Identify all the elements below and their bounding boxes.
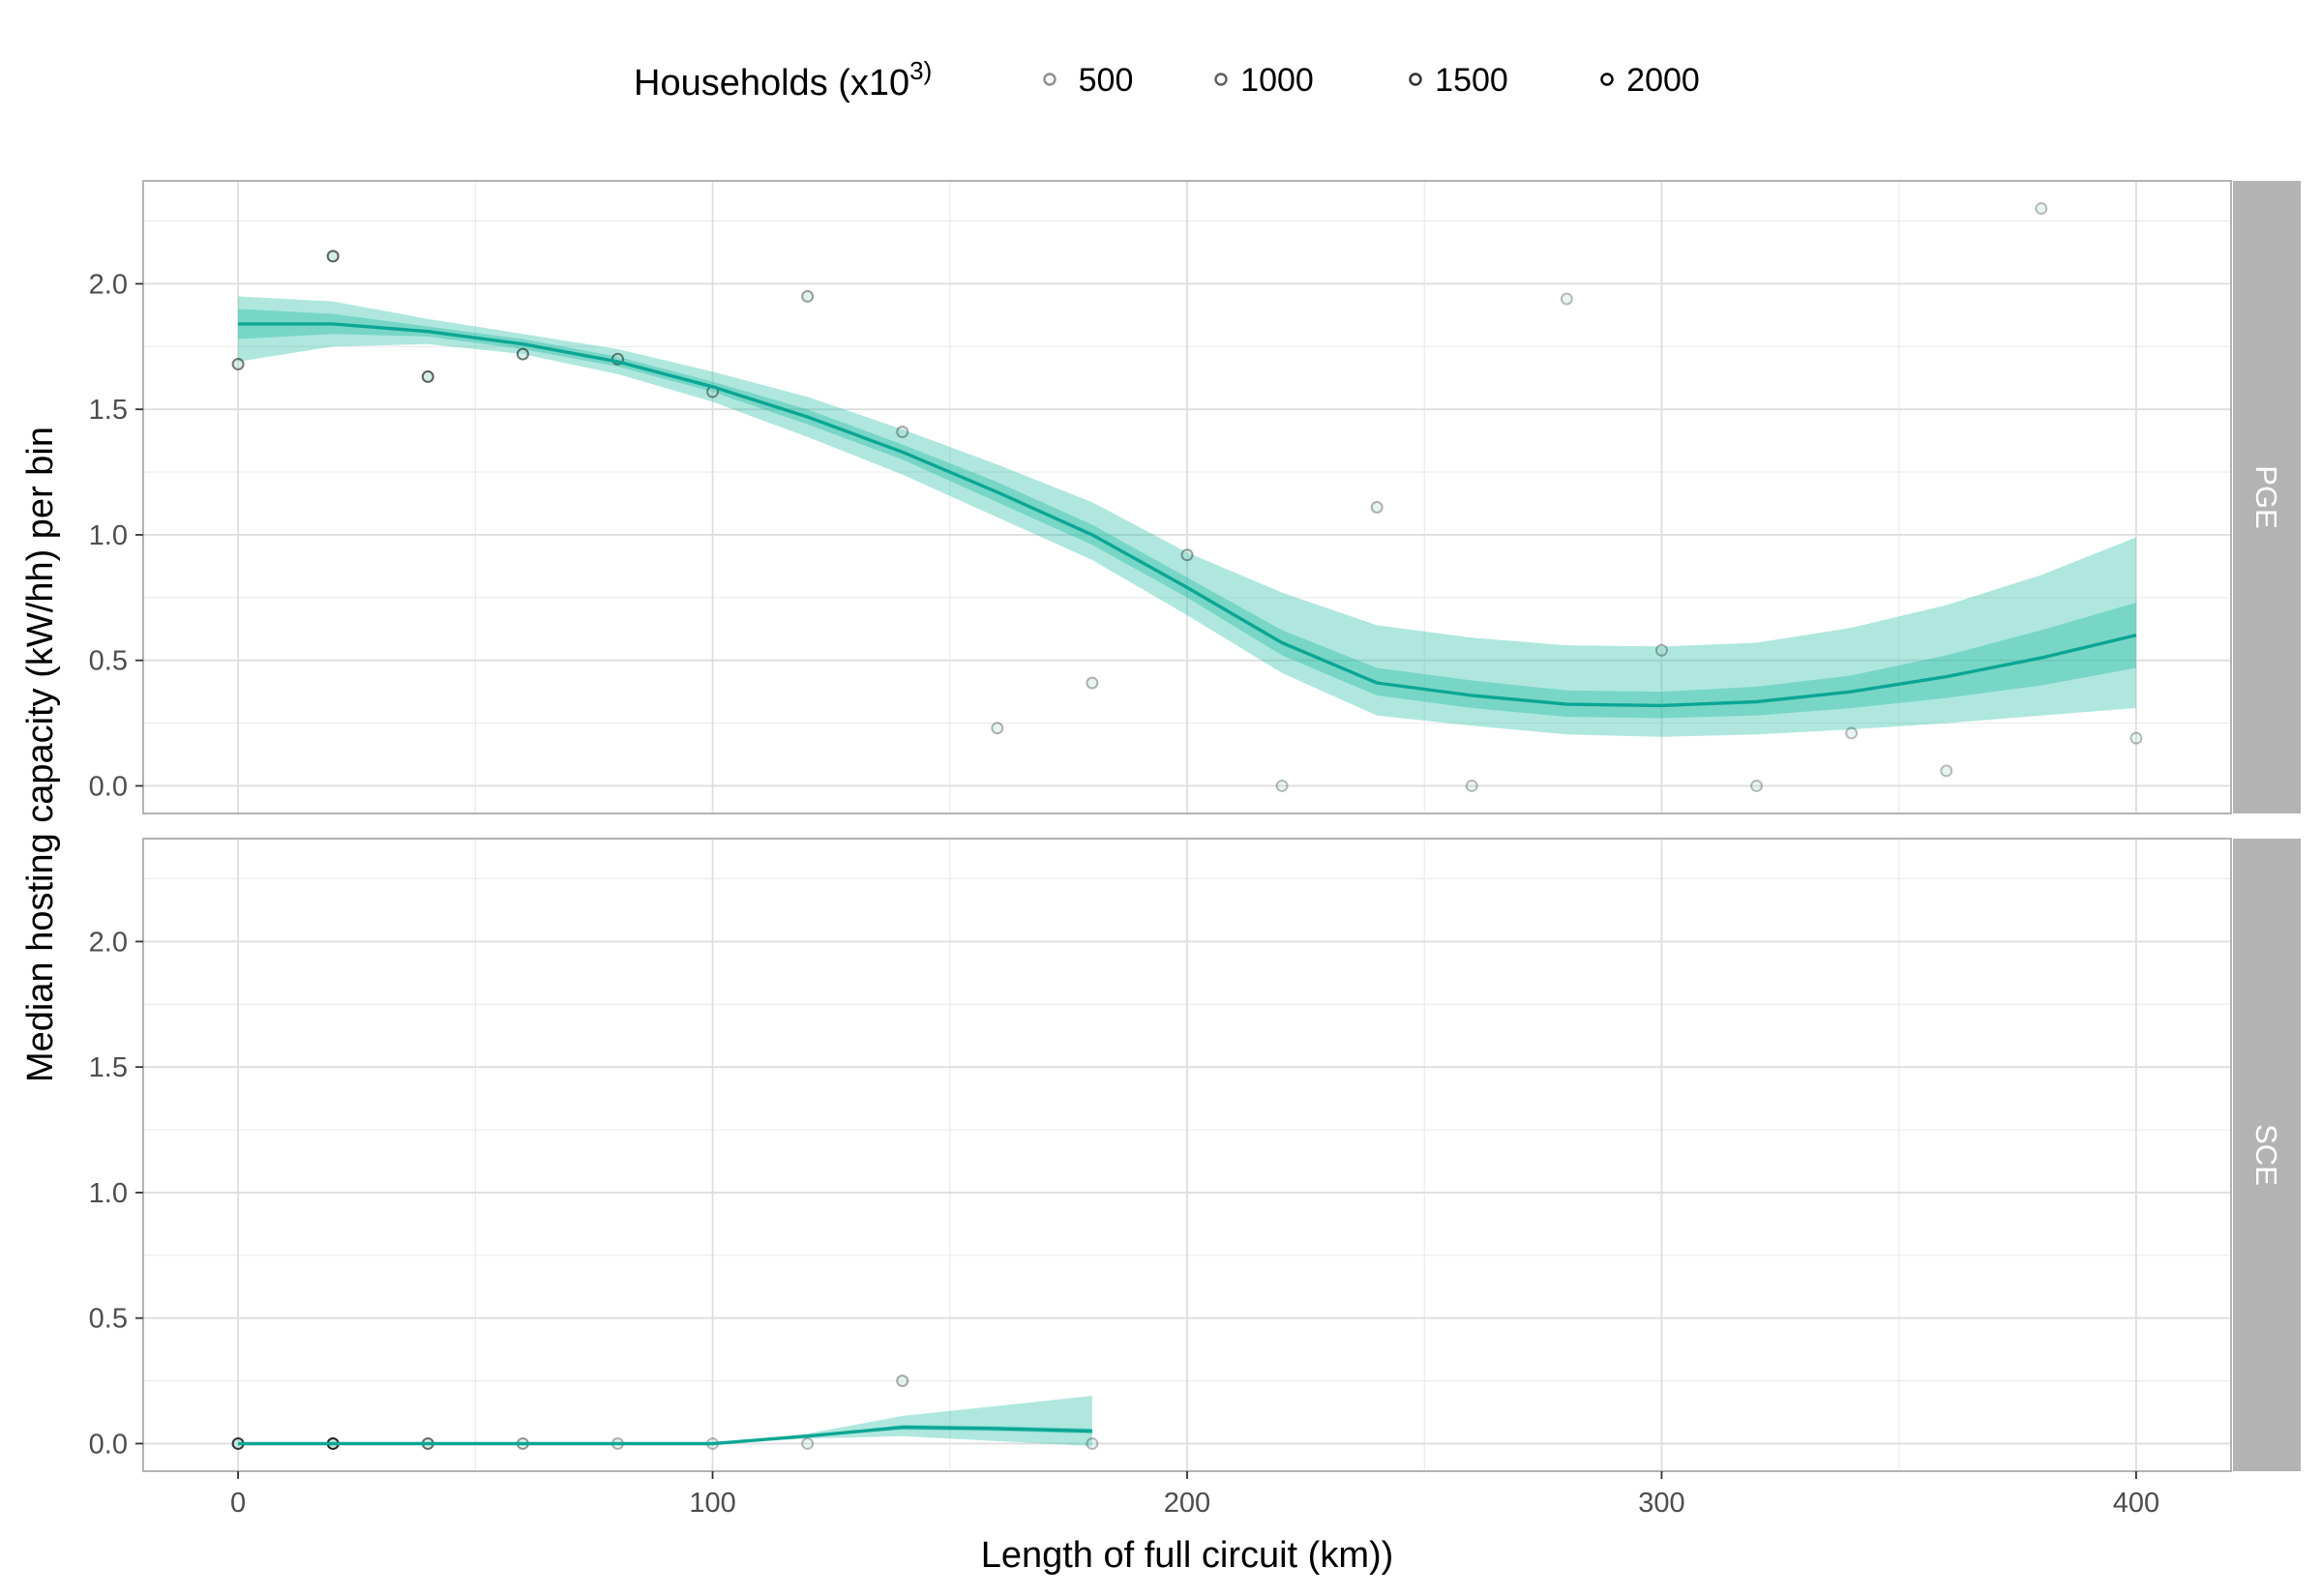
- y-axis-title: Median hosting capacity (kW/hh) per bin: [20, 427, 61, 1082]
- data-point: [1275, 779, 1289, 792]
- y-tick-label: 1.0: [89, 520, 128, 551]
- y-tick-label: 0.5: [89, 1304, 128, 1335]
- data-point: [801, 1436, 815, 1450]
- legend: Households (x103) 500 1000 1500 2000: [634, 56, 1700, 103]
- data-point: [1086, 1436, 1099, 1450]
- legend-label-1500: 1500: [1435, 62, 1508, 99]
- legend-label-2000: 2000: [1626, 62, 1700, 99]
- x-tick-label: 0: [230, 1488, 246, 1519]
- x-tick-label: 200: [1164, 1488, 1210, 1519]
- fit-line: [238, 1425, 1092, 1446]
- legend-key-500: [1043, 73, 1057, 86]
- strip-label-pge: PGE: [2249, 465, 2283, 528]
- x-tick-label: 300: [1638, 1488, 1684, 1519]
- panel-border: [142, 180, 2232, 814]
- panel-sce: SCE 0.0 0.5 1.0 1.5 2.0: [89, 838, 2301, 1472]
- data-point: [1086, 676, 1099, 690]
- data-point: [1654, 643, 1668, 657]
- strip-background: [2233, 839, 2301, 1471]
- legend-key-1500: [1409, 73, 1422, 86]
- y-tick-label: 2.0: [89, 927, 128, 958]
- confidence-band-outer: [238, 1396, 1092, 1446]
- y-tick-label: 1.0: [89, 1178, 128, 1209]
- data-point: [1370, 500, 1384, 514]
- data-point: [991, 722, 1004, 735]
- data-point: [2035, 202, 2048, 216]
- data-point: [516, 347, 529, 361]
- y-tick-label: 0.5: [89, 646, 128, 677]
- data-point: [1180, 548, 1194, 562]
- y-tick-label: 2.0: [89, 269, 128, 300]
- panels: PGE 0.0 0.5 1.0 1.5 2.0 SCE 0.0 0.5 1.0 1.5 2.0 0 100…: [89, 180, 2301, 1519]
- data-point: [2129, 731, 2143, 745]
- fit-line: [238, 322, 2137, 708]
- data-point: [896, 426, 909, 439]
- legend-label-500: 500: [1079, 62, 1134, 99]
- strip-background: [2233, 181, 2301, 813]
- x-tick-label: 100: [689, 1488, 735, 1519]
- panel-pge: PGE 0.0 0.5 1.0 1.5 2.0: [89, 180, 2301, 814]
- y-tick-label: 1.5: [89, 1052, 128, 1083]
- data-point: [231, 357, 245, 370]
- data-point: [326, 250, 340, 263]
- data-point: [1750, 779, 1764, 792]
- confidence-band-outer: [238, 296, 2136, 737]
- data-point: [1560, 292, 1573, 306]
- data-point: [801, 289, 815, 303]
- legend-label-1000: 1000: [1240, 62, 1314, 99]
- x-axis-title: Length of full circuit (km)): [981, 1535, 1394, 1576]
- data-point: [1465, 779, 1478, 792]
- data-point: [421, 369, 434, 383]
- x-tick-label: 400: [2113, 1488, 2159, 1519]
- data-point: [896, 1374, 909, 1388]
- data-point: [1940, 764, 1953, 778]
- y-tick-label: 0.0: [89, 771, 128, 802]
- strip-label-sce: SCE: [2249, 1124, 2283, 1186]
- legend-key-1000: [1214, 73, 1228, 86]
- legend-title: Households (x103): [634, 56, 932, 103]
- y-tick-label: 0.0: [89, 1429, 128, 1460]
- data-point: [1845, 726, 1859, 740]
- y-tick-label: 1.5: [89, 395, 128, 426]
- legend-key-2000: [1600, 73, 1614, 86]
